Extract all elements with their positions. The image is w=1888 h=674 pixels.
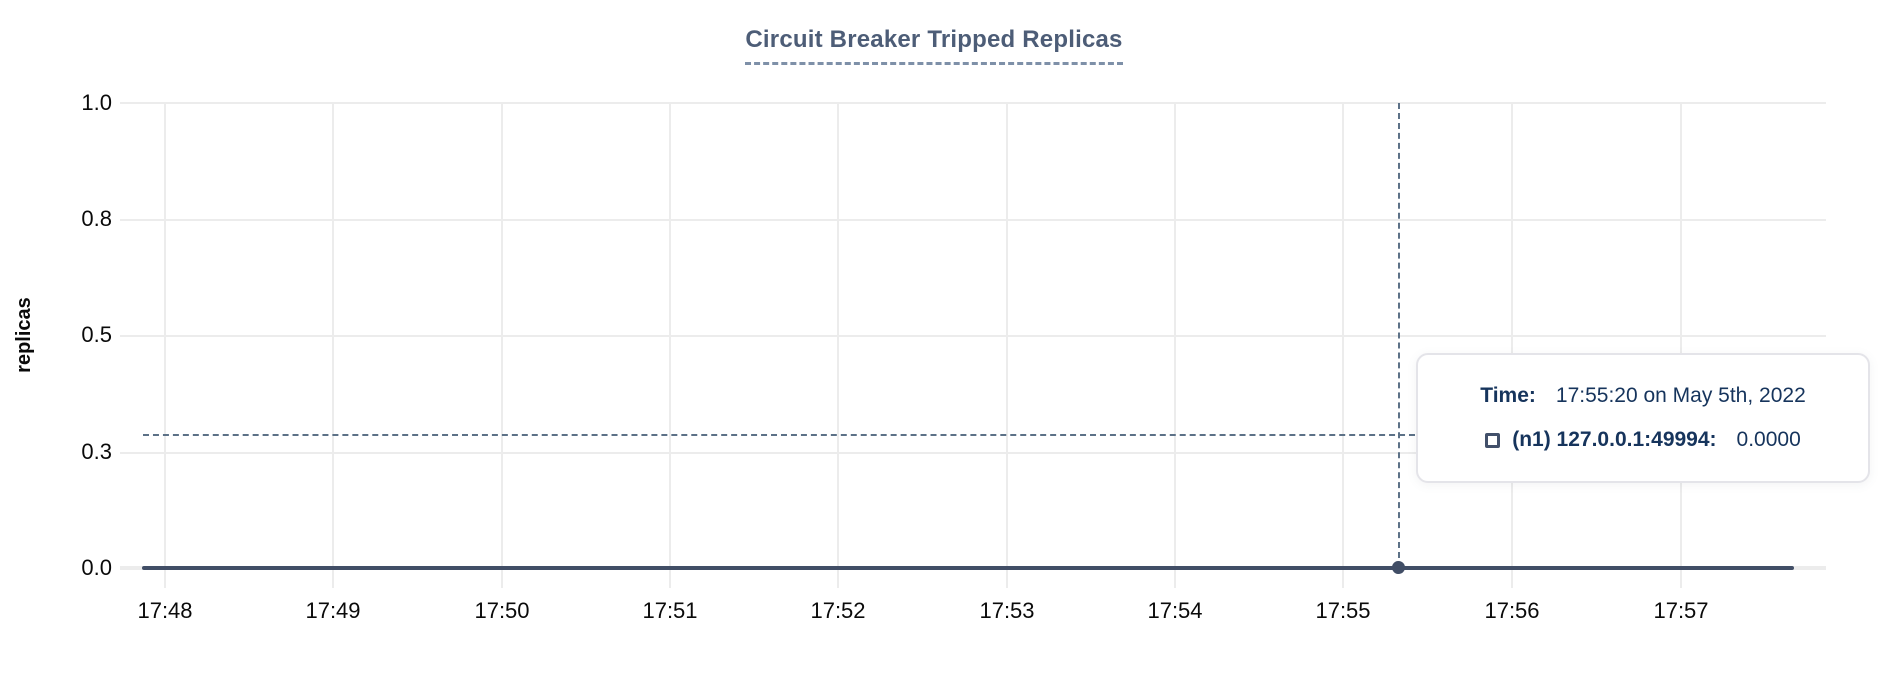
tooltip-series-row: (n1) 127.0.0.1:49994: 0.0000 xyxy=(1485,428,1801,452)
chart-title-wrap: Circuit Breaker Tripped Replicas xyxy=(0,26,1868,65)
x-tick-label: 17:48 xyxy=(137,598,193,623)
hover-point-marker xyxy=(1392,561,1405,574)
tooltip-time-row: Time: 17:55:20 on May 5th, 2022 xyxy=(1480,384,1806,408)
series-swatch-icon xyxy=(1485,432,1501,448)
gridline-vertical xyxy=(332,102,334,588)
x-tick-label: 17:50 xyxy=(474,598,530,623)
chart-title: Circuit Breaker Tripped Replicas xyxy=(745,26,1123,65)
x-tick-label: 17:56 xyxy=(1484,598,1540,623)
gridline-horizontal xyxy=(120,219,1826,221)
tooltip-series-value: 0.0000 xyxy=(1736,428,1801,451)
x-tick-label: 17:57 xyxy=(1653,598,1709,623)
x-tick-label: 17:52 xyxy=(810,598,866,623)
gridline-horizontal xyxy=(120,452,1826,454)
tooltip: Time: 17:55:20 on May 5th, 2022 (n1) 127… xyxy=(1416,353,1870,483)
y-tick-label: 1.0 xyxy=(81,90,112,115)
x-tick-label: 17:53 xyxy=(979,598,1035,623)
x-tick-label: 17:51 xyxy=(642,598,698,623)
tooltip-time-label: Time: xyxy=(1480,384,1536,407)
gridline-vertical xyxy=(164,102,166,588)
crosshair-vertical xyxy=(1398,103,1400,568)
gridline-vertical xyxy=(501,102,503,588)
y-tick-label: 0.0 xyxy=(81,555,112,580)
x-tick-label: 17:54 xyxy=(1147,598,1203,623)
y-tick-label: 0.3 xyxy=(81,439,112,464)
gridline-horizontal xyxy=(120,335,1826,337)
series-line[interactable] xyxy=(142,566,1794,570)
tooltip-series-label: (n1) 127.0.0.1:49994: xyxy=(1512,428,1717,451)
plot-area[interactable] xyxy=(120,102,1826,588)
gridline-vertical xyxy=(1680,102,1682,588)
tooltip-time-value: 17:55:20 on May 5th, 2022 xyxy=(1555,384,1806,407)
gridline-vertical xyxy=(1511,102,1513,588)
gridline-vertical xyxy=(1342,102,1344,588)
gridline-horizontal xyxy=(120,102,1826,104)
y-tick-label: 0.8 xyxy=(81,206,112,231)
x-tick-label: 17:55 xyxy=(1315,598,1371,623)
y-tick-label: 0.5 xyxy=(81,322,112,347)
gridline-vertical xyxy=(837,102,839,588)
gridline-vertical xyxy=(669,102,671,588)
gridline-vertical xyxy=(1006,102,1008,588)
crosshair-horizontal xyxy=(143,434,1415,436)
gridline-vertical xyxy=(1174,102,1176,588)
x-tick-label: 17:49 xyxy=(305,598,361,623)
